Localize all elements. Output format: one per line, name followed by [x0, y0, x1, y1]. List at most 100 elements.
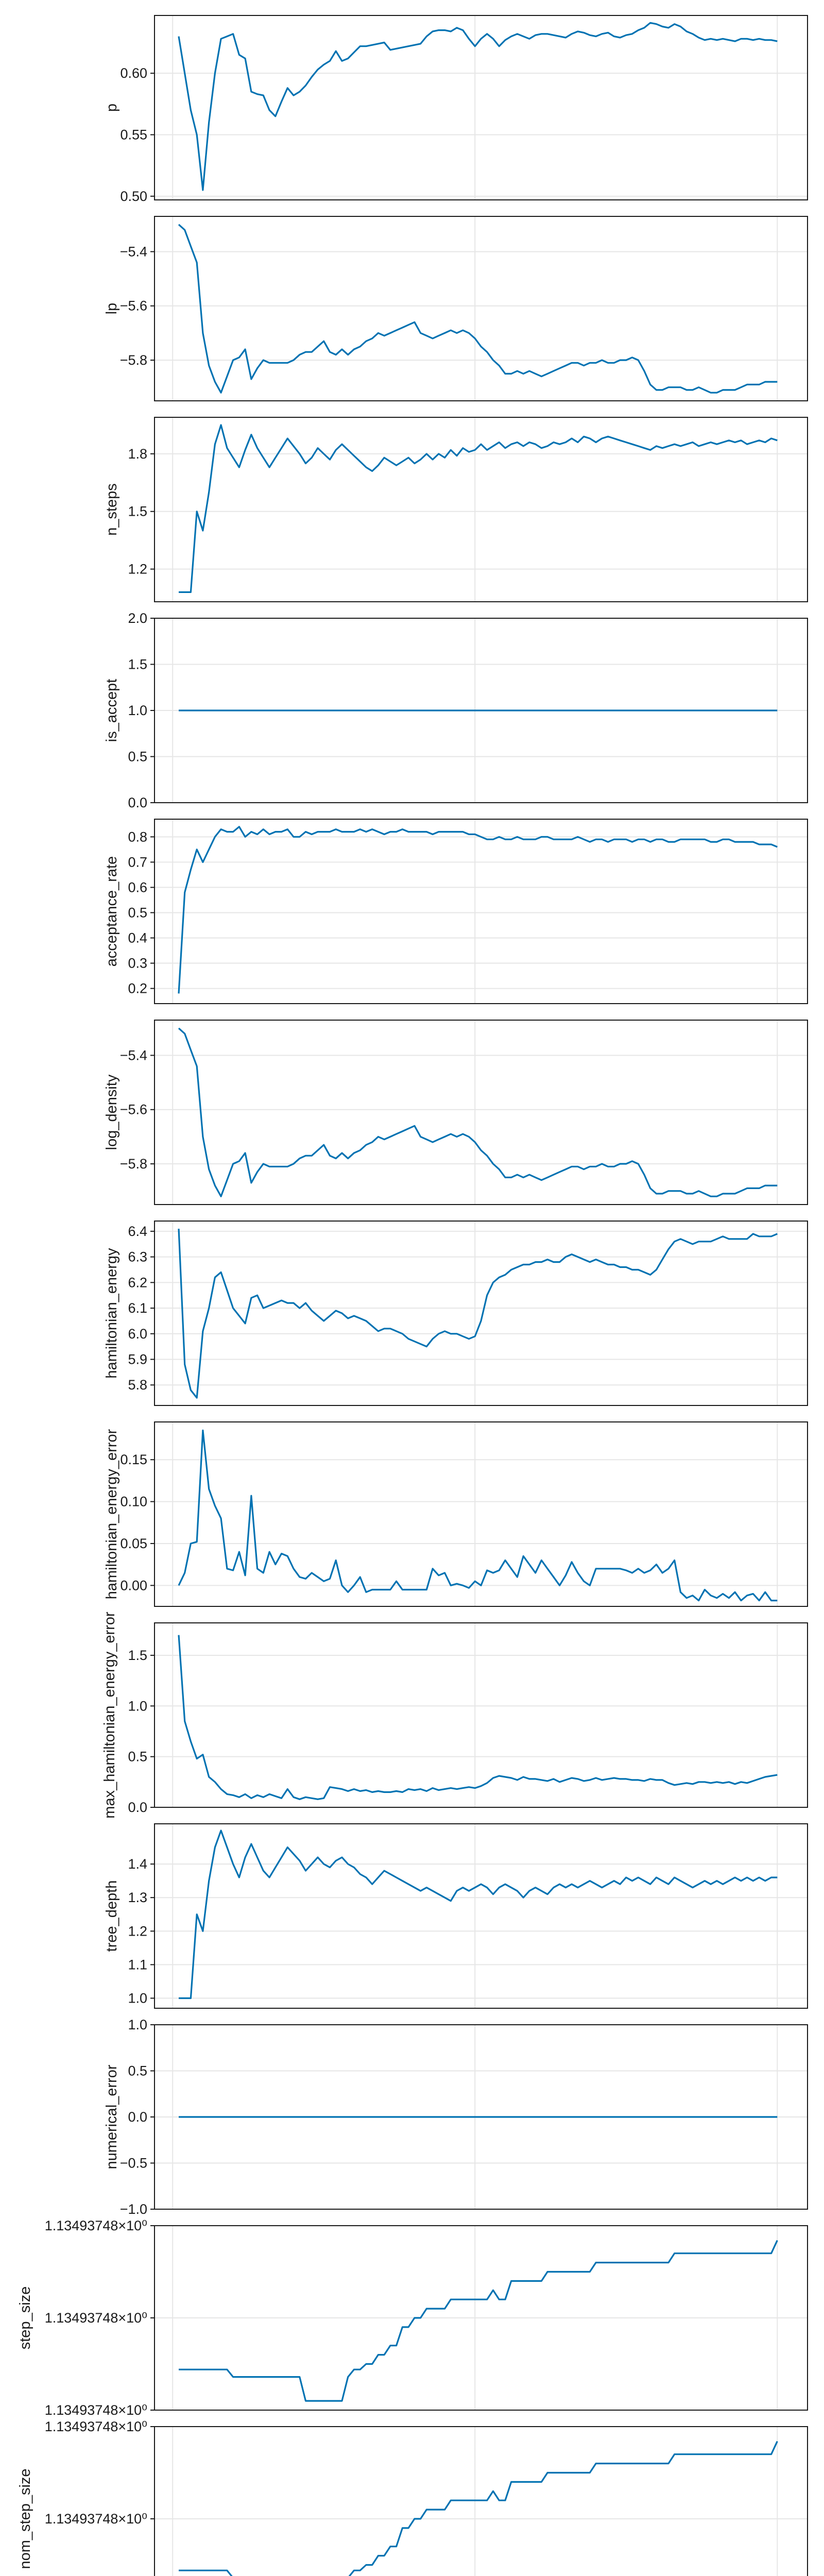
y-tick-label: 5.8 — [128, 1377, 147, 1393]
y-tick-label: 1.5 — [128, 504, 147, 519]
y-tick-label: 1.4 — [128, 1856, 147, 1872]
subplot-max_hamiltonian_energy_error: 0.0 0.5 1.0 1.5 max_hamiltonian_energy_error — [101, 1612, 808, 1819]
y-tick-label: 1.0 — [128, 2017, 147, 2032]
subplot-hamiltonian_energy: 5.8 5.9 6.0 6.1 6.2 6.3 6.4 hamiltonian_energy — [104, 1221, 808, 1406]
subplot-numerical_error: −1.0 −0.5 0.0 0.5 1.0 numerical_error — [104, 2017, 808, 2217]
y-tick-label: 0.15 — [120, 1452, 147, 1467]
y-tick-label: 0.00 — [120, 1578, 147, 1593]
y-tick-label: 1.0 — [128, 703, 147, 718]
y-tick-label: 1.13493748×10⁰ — [45, 2511, 147, 2527]
y-axis-label: log_density — [104, 1074, 120, 1150]
y-axis-label: is_accept — [104, 679, 120, 742]
y-tick-label: −5.6 — [120, 298, 147, 314]
y-tick-label: 6.4 — [128, 1224, 147, 1239]
y-tick-label: −0.5 — [120, 2156, 147, 2171]
axes-frame — [154, 2024, 808, 2210]
series-line-tree_depth — [179, 1829, 778, 1999]
y-tick-label: 0.05 — [120, 1536, 147, 1551]
y-axis-label: acceptance_rate — [104, 856, 120, 967]
series-line-hamiltonian_energy_error — [178, 1429, 778, 1602]
series-line-lp — [178, 224, 778, 394]
y-tick-label: 0.5 — [128, 2063, 147, 2079]
y-axis-label: n_steps — [104, 483, 120, 536]
axes-frame — [154, 1221, 808, 1406]
y-tick-label: −5.6 — [120, 1102, 147, 1117]
y-tick-label: 1.5 — [128, 1648, 147, 1663]
y-tick-label: 0.10 — [120, 1494, 147, 1510]
y-tick-label: 1.8 — [128, 446, 147, 462]
y-axis-label: hamiltonian_energy_error — [104, 1429, 120, 1599]
y-tick-label: 0.3 — [128, 956, 147, 971]
axes-frame — [154, 417, 808, 602]
y-axis-label: p — [104, 104, 120, 112]
y-tick-label: 0.0 — [128, 2109, 147, 2125]
y-tick-label: 1.13493748×10⁰ — [45, 2419, 147, 2434]
axes-frame — [154, 2426, 808, 2576]
subplot-nom_step_size: 1.13493748×10⁰1.13493748×10⁰1.13493748×1… — [17, 2419, 808, 2576]
y-tick-label: 0.2 — [128, 981, 147, 996]
y-tick-label: 1.3 — [128, 1890, 147, 1905]
y-tick-label: 0.5 — [128, 749, 147, 765]
y-tick-label: 0.60 — [120, 65, 147, 81]
axes-frame — [154, 618, 808, 803]
y-tick-label: 0.4 — [128, 930, 147, 945]
y-tick-label: 0.5 — [128, 1749, 147, 1765]
y-tick-label: 1.13493748×10⁰ — [45, 2402, 147, 2418]
series-line-n_steps — [179, 424, 778, 594]
series-line-nom_step_size — [179, 2441, 778, 2576]
series-line-hamiltonian_energy — [178, 1228, 778, 1399]
y-axis-label: tree_depth — [104, 1880, 120, 1952]
y-tick-label: 2.0 — [128, 611, 147, 626]
y-tick-label: −1.0 — [120, 2201, 147, 2217]
y-axis-label: lp — [104, 303, 120, 315]
y-tick-label: 1.0 — [128, 1698, 147, 1714]
y-tick-label: 6.1 — [128, 1300, 147, 1316]
y-tick-label: 0.7 — [128, 854, 147, 870]
y-tick-label: −5.4 — [120, 1047, 147, 1063]
axes-frame — [154, 1421, 808, 1607]
y-axis-label: nom_step_size — [17, 2468, 33, 2569]
y-tick-label: 0.0 — [128, 1800, 147, 1815]
y-tick-label: 1.13493748×10⁰ — [45, 2310, 147, 2326]
y-tick-label: 1.5 — [128, 657, 147, 672]
y-tick-label: 0.55 — [120, 127, 147, 143]
subplot-p: 0.50 0.55 0.60 p — [104, 15, 808, 204]
y-tick-label: 0.50 — [120, 189, 147, 204]
y-axis-label: numerical_error — [104, 2064, 120, 2169]
y-tick-label: 1.1 — [128, 1957, 147, 1972]
y-tick-label: 0.8 — [128, 829, 147, 844]
y-tick-label: −5.8 — [120, 1156, 147, 1172]
series-line-max_hamiltonian_energy_error — [178, 1635, 778, 1800]
y-tick-label: 1.2 — [128, 1923, 147, 1939]
subplot-n_steps: 1.2 1.5 1.8 n_steps — [104, 417, 808, 602]
series-line-log_density — [178, 1027, 778, 1197]
y-tick-label: 0.0 — [128, 795, 147, 810]
axes-frame — [154, 819, 808, 1004]
axes-frame — [154, 15, 808, 200]
subplot-step_size: 1.13493748×10⁰ 1.13493748×10⁰ 1.13493748×1… — [17, 2218, 808, 2418]
y-tick-label: 1.2 — [128, 562, 147, 577]
y-tick-label: 1.0 — [128, 1990, 147, 2006]
y-axis-label: step_size — [17, 2286, 33, 2350]
y-axis-label: hamiltonian_energy — [104, 1248, 120, 1379]
axes-frame — [154, 216, 808, 401]
y-tick-label: 5.9 — [128, 1352, 147, 1367]
y-tick-label: 0.6 — [128, 879, 147, 895]
y-tick-label: −5.8 — [120, 352, 147, 368]
subplot-tree_depth: 1.0 1.1 1.2 1.3 1.4 tree_depth — [104, 1823, 808, 2009]
series-line-step_size — [179, 2240, 778, 2402]
y-tick-label: −5.4 — [120, 244, 147, 259]
series-line-p — [178, 22, 778, 191]
y-tick-label: 1.13493748×10⁰ — [45, 2218, 147, 2233]
axes-frame — [154, 1020, 808, 1205]
series-line-acceptance_rate — [178, 826, 778, 994]
axes-frame — [154, 1622, 808, 1808]
y-axis-label: max_hamiltonian_energy_error — [101, 1612, 118, 1819]
y-tick-label: 6.3 — [128, 1249, 147, 1265]
y-tick-label: 6.2 — [128, 1275, 147, 1290]
subplot-acceptance_rate: 0.2 0.3 0.4 0.5 0.6 0.7 0.8 acceptance_rate — [104, 819, 808, 1004]
